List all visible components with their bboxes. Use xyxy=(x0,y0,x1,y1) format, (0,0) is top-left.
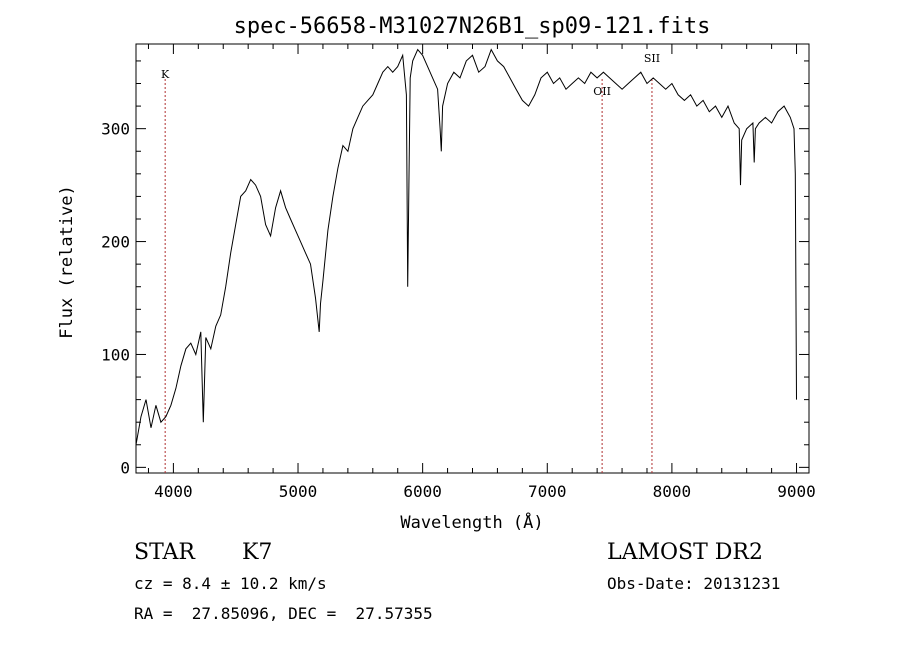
y-axis-ticks: 0 100 200 300 xyxy=(101,60,809,477)
coordinates: RA = 27.85096, DEC = 27.57355 xyxy=(134,604,433,623)
plot-frame xyxy=(135,43,810,474)
line-marker-label: SII xyxy=(644,52,660,65)
object-subclass: K7 xyxy=(242,540,273,565)
x-tick-label: 6000 xyxy=(403,482,442,501)
x-tick-label: 9000 xyxy=(777,482,816,501)
x-tick-label: 7000 xyxy=(528,482,567,501)
redshift-text: cz = 8.4 ± 10.2 km/s xyxy=(134,574,327,593)
x-tick-label: 4000 xyxy=(154,482,193,501)
survey-name: LAMOST DR2 xyxy=(607,540,763,565)
y-tick-label: 300 xyxy=(101,120,130,139)
line-marker-label: K xyxy=(161,68,170,81)
obs-date: Obs-Date: 20131231 xyxy=(607,574,781,593)
chart-title: spec-56658-M31027N26B1_sp09-121.fits xyxy=(234,14,711,39)
object-type: STAR xyxy=(134,540,195,565)
x-axis-ticks: 4000 5000 6000 7000 8000 9000 xyxy=(147,44,816,501)
y-tick-label: 100 xyxy=(101,345,130,364)
y-tick-label: 200 xyxy=(101,233,130,252)
line-marker-label: OII xyxy=(593,85,611,98)
x-axis-label: Wavelength (Å) xyxy=(400,511,543,533)
x-tick-label: 8000 xyxy=(653,482,692,501)
y-axis-label: Flux (relative) xyxy=(57,185,77,339)
line-markers: K OII SII xyxy=(161,52,660,473)
y-tick-label: 0 xyxy=(120,458,130,477)
x-tick-label: 5000 xyxy=(279,482,318,501)
spectrum-line xyxy=(135,48,797,445)
